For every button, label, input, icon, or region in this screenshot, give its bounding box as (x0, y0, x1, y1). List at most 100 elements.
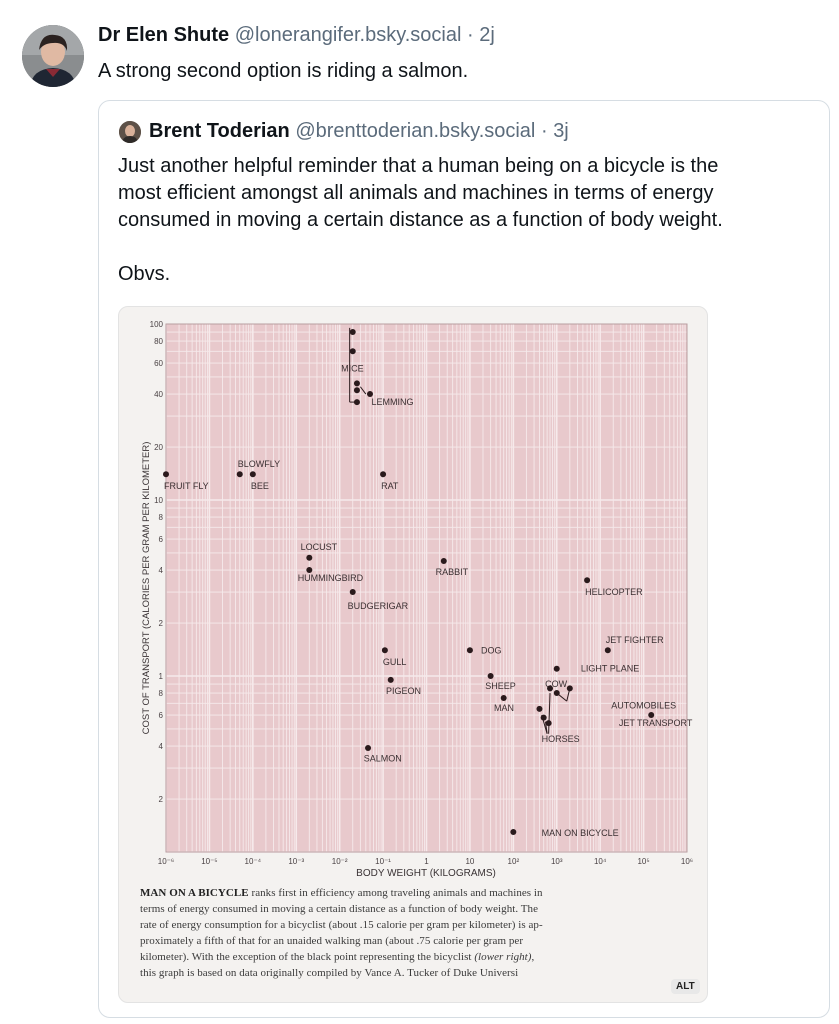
y-tick-label: 6 (159, 711, 164, 720)
quoted-text-line: most efficient amongst all animals and m… (118, 182, 714, 204)
author-avatar[interactable] (22, 25, 84, 87)
point-label: LIGHT PLANE (581, 664, 639, 674)
x-tick-label: 10⁴ (594, 857, 607, 866)
x-tick-label: 10⁶ (681, 857, 693, 866)
point-label: SALMON (364, 753, 402, 763)
x-axis-label: BODY WEIGHT (KILOGRAMS) (356, 868, 496, 879)
data-point (566, 685, 573, 692)
data-point (349, 329, 356, 336)
x-tick-label: 10 (465, 857, 474, 866)
point-label: HUMMINGBIRD (298, 573, 364, 583)
data-point (545, 720, 552, 727)
quoted-text-line: Just another helpful reminder that a hum… (118, 155, 719, 177)
x-tick-label: 10⁻² (332, 857, 348, 866)
alt-text-button[interactable]: ALT (671, 979, 700, 994)
author-handle[interactable]: @lonerangifer.bsky.social (234, 24, 462, 46)
quoted-author-handle[interactable]: @brenttoderian.bsky.social (295, 120, 536, 142)
data-point (353, 387, 360, 394)
quoted-post-header: Brent Toderian @brenttoderian.bsky.socia… (149, 120, 569, 143)
point-label: HORSES (542, 734, 580, 744)
point-label: MAN (494, 703, 514, 713)
figure-caption: MAN ON A BICYCLE ranks first in efficien… (140, 885, 693, 981)
data-point (380, 471, 387, 478)
x-tick-label: 10⁻⁶ (158, 857, 174, 866)
data-point (306, 567, 313, 574)
y-tick-label: 2 (159, 795, 164, 804)
quoted-text-line: Obvs. (118, 263, 171, 285)
y-axis-label: COST OF TRANSPORT (CALORIES PER GRAM PER… (141, 442, 152, 735)
point-label: RABBIT (436, 567, 469, 577)
quoted-post-timestamp[interactable]: 3j (553, 120, 569, 142)
data-point (163, 471, 169, 478)
avatar-image (22, 25, 84, 87)
y-tick-label: 40 (154, 390, 163, 399)
data-point (553, 665, 560, 672)
x-tick-label: 10⁵ (637, 857, 649, 866)
caption-line: terms of energy consumed in moving a cer… (140, 903, 539, 915)
author-name[interactable]: Dr Elen Shute (98, 24, 230, 46)
caption-lead: MAN ON A BICYCLE (140, 887, 249, 899)
caption-line: this graph is based on data originally c… (140, 967, 519, 979)
point-label: DOG (481, 645, 502, 655)
data-point (553, 690, 560, 697)
point-label: BUDGERIGAR (348, 601, 409, 611)
data-point (306, 554, 313, 561)
x-tick-label: 10⁻¹ (375, 857, 391, 866)
data-point (584, 577, 591, 584)
plot-border (165, 323, 688, 853)
data-point (466, 647, 473, 654)
x-tick-label: 10³ (551, 857, 563, 866)
post-text: A strong second option is riding a salmo… (98, 60, 469, 82)
x-tick-label: 10⁻⁵ (201, 857, 217, 866)
caption-line: , (531, 951, 535, 963)
y-tick-label: 1 (159, 672, 164, 681)
point-label: LEMMING (371, 397, 413, 407)
point-label: MAN ON BICYCLE (542, 828, 619, 838)
data-point (500, 694, 507, 701)
attached-image[interactable]: 100 80 60 40 20 10 8 6 4 2 1 8 6 4 2 10⁻⁶ 10⁻⁵ 10⁻⁴ 10⁻³ 1… (118, 306, 708, 1003)
quoted-meta-separator: · (540, 120, 548, 142)
x-tick-label: 1 (424, 857, 429, 866)
y-tick-label: 4 (159, 566, 164, 575)
data-point (349, 589, 356, 596)
data-point (367, 391, 374, 398)
point-label: BLOWFLY (238, 459, 280, 469)
post-timestamp[interactable]: 2j (479, 24, 495, 46)
data-point (536, 705, 543, 712)
connector-line (359, 386, 367, 395)
point-labels: FRUIT FLY BLOWFLY BEE MICE LEMMING RAT LOCUST H… (164, 363, 693, 838)
y-tick-label: 60 (154, 359, 163, 368)
data-point (648, 712, 655, 719)
y-tick-label: 100 (150, 320, 164, 329)
x-tick-label: 10⁻³ (288, 857, 304, 866)
data-point (604, 647, 611, 654)
y-tick-label: 10 (154, 496, 163, 505)
connector-line (548, 693, 551, 734)
quoted-author-avatar[interactable] (119, 121, 141, 143)
point-label: SHEEP (485, 681, 516, 691)
point-label: GULL (383, 657, 407, 667)
quoted-avatar-image (119, 121, 141, 143)
data-point (353, 399, 360, 406)
point-label: HELICOPTER (585, 587, 643, 597)
caption-line: ranks first in efficiency among travelin… (248, 887, 543, 899)
caption-emphasis: (lower right) (474, 951, 532, 963)
x-tick-labels: 10⁻⁶ 10⁻⁵ 10⁻⁴ 10⁻³ 10⁻² 10⁻¹ 1 10 10² 10³ 10⁴ 10⁵ 1… (158, 857, 693, 866)
caption-line: rate of energy consumption for a bicycli… (140, 919, 543, 931)
data-point (381, 647, 388, 654)
meta-separator: · (466, 24, 474, 46)
y-tick-label: 80 (154, 337, 163, 346)
data-point (387, 676, 394, 683)
point-label: JET FIGHTER (606, 635, 664, 645)
data-point (365, 744, 372, 751)
caption-line: proximately a fifth of that for an unaid… (140, 935, 524, 947)
point-label: JET TRANSPORT (619, 718, 693, 728)
y-tick-label: 8 (159, 513, 164, 522)
y-tick-labels: 100 80 60 40 20 10 8 6 4 2 1 8 6 4 2 (150, 320, 164, 804)
x-tick-label: 10² (508, 857, 520, 866)
data-point (353, 380, 360, 387)
quoted-post[interactable]: Brent Toderian @brenttoderian.bsky.socia… (98, 100, 830, 1018)
quoted-author-name[interactable]: Brent Toderian (149, 120, 290, 142)
